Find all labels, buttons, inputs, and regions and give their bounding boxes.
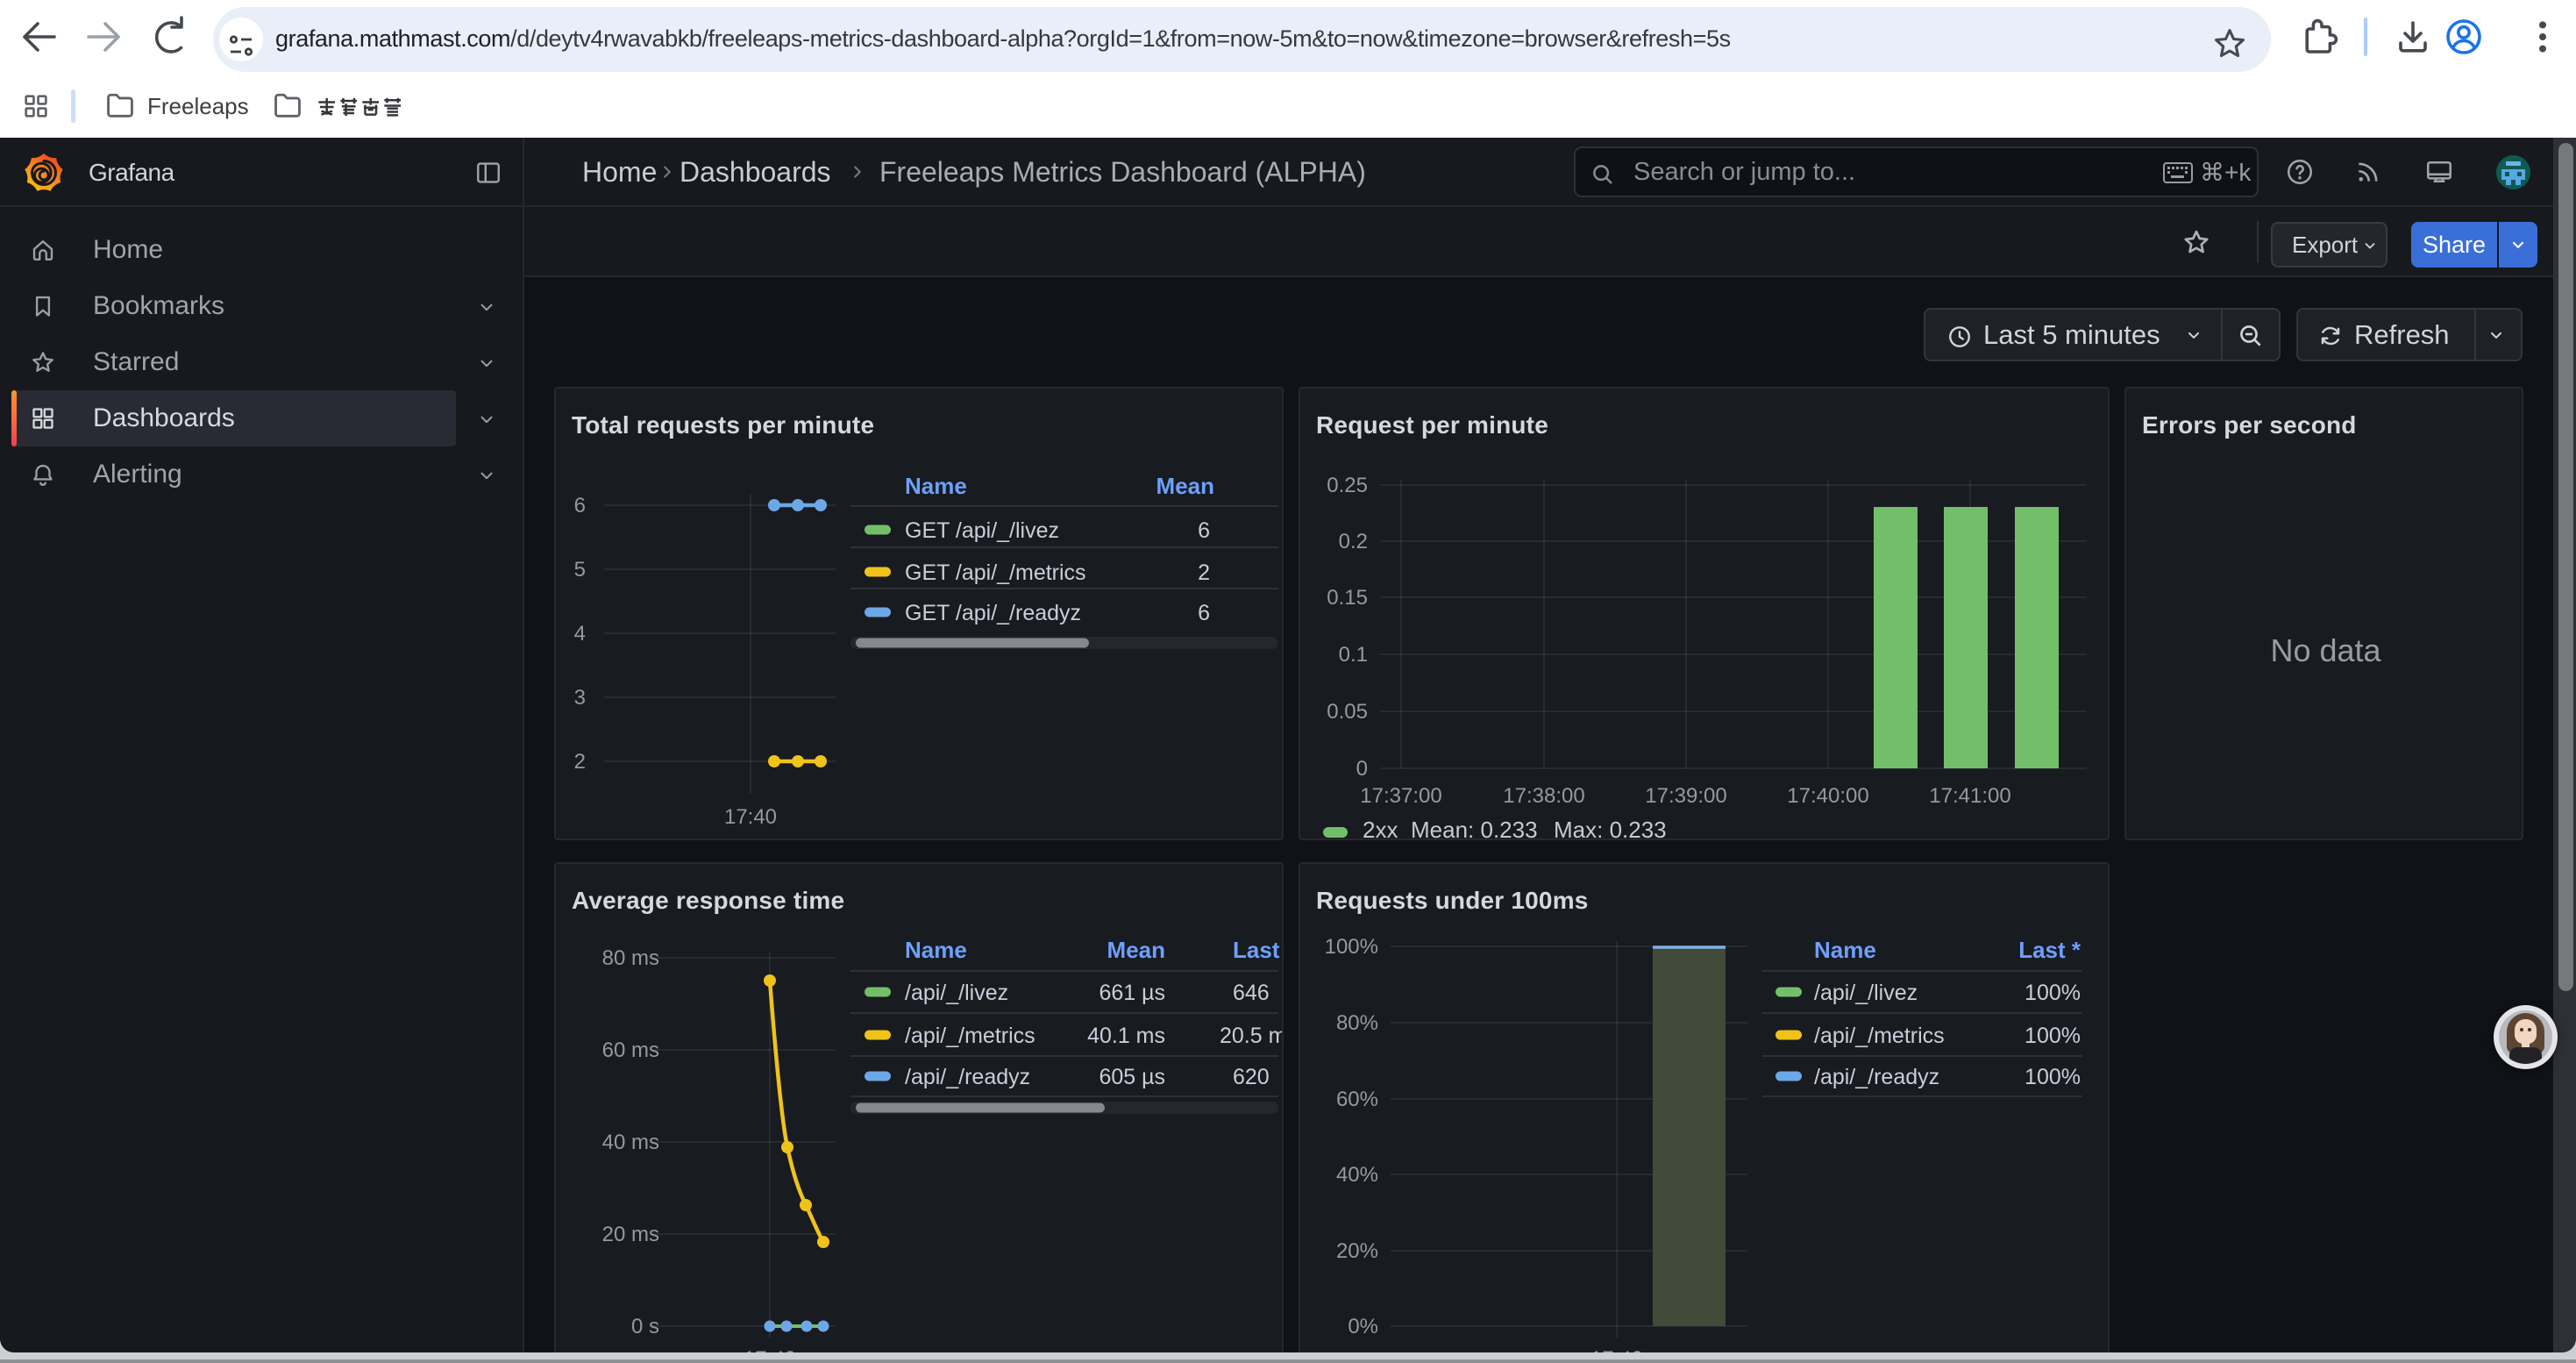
svg-text:17:41:00: 17:41:00 (1929, 784, 2010, 808)
svg-text:0%: 0% (1348, 1315, 1378, 1338)
svg-text:Last *: Last * (2018, 937, 2081, 963)
svg-text:40%: 40% (1336, 1163, 1378, 1187)
svg-text:17:38:00: 17:38:00 (1503, 784, 1584, 808)
svg-text:0.2: 0.2 (1339, 530, 1368, 553)
svg-text:17:39:00: 17:39:00 (1645, 784, 1726, 808)
svg-text:Name: Name (905, 937, 967, 963)
svg-text:2: 2 (574, 750, 586, 774)
svg-text:0.15: 0.15 (1327, 586, 1368, 610)
svg-text:/api/_/readyz: /api/_/readyz (1814, 1065, 1939, 1089)
svg-text:60%: 60% (1336, 1088, 1378, 1111)
svg-text:20 ms: 20 ms (602, 1223, 659, 1246)
svg-text:0.05: 0.05 (1327, 700, 1368, 724)
svg-text:17:40: 17:40 (744, 1347, 796, 1352)
svg-text:5: 5 (574, 558, 586, 582)
svg-text:4: 4 (574, 622, 586, 646)
svg-text:GET /api/_/metrics: GET /api/_/metrics (905, 560, 1086, 585)
svg-text:/api/_/metrics: /api/_/metrics (905, 1024, 1035, 1048)
svg-text:Last: Last (1233, 937, 1280, 963)
svg-text:/api/_/metrics: /api/_/metrics (1814, 1024, 1945, 1048)
svg-text:100%: 100% (2025, 981, 2081, 1005)
svg-text:17:40: 17:40 (724, 805, 777, 829)
svg-text:6: 6 (1198, 518, 1210, 543)
svg-text:100%: 100% (2025, 1024, 2081, 1048)
svg-text:17:40:00: 17:40:00 (1787, 784, 1868, 808)
svg-text:6: 6 (574, 494, 586, 517)
svg-text:GET /api/_/livez: GET /api/_/livez (905, 518, 1059, 543)
svg-text:/api/_/readyz: /api/_/readyz (905, 1065, 1030, 1089)
svg-text:100%: 100% (1325, 935, 1378, 959)
svg-text:Name: Name (1814, 937, 1876, 963)
svg-text:605 µs: 605 µs (1099, 1065, 1165, 1089)
svg-text:0.25: 0.25 (1327, 474, 1368, 497)
svg-text:Name: Name (905, 473, 967, 499)
svg-text:17:37:00: 17:37:00 (1360, 784, 1441, 808)
svg-text:3: 3 (574, 686, 586, 710)
svg-text:100%: 100% (2025, 1065, 2081, 1089)
svg-text:620: 620 (1233, 1065, 1270, 1089)
svg-text:GET /api/_/readyz: GET /api/_/readyz (905, 601, 1081, 625)
svg-text:/api/_/livez: /api/_/livez (905, 981, 1008, 1005)
svg-text:661 µs: 661 µs (1099, 981, 1165, 1005)
svg-text:0 s: 0 s (631, 1315, 659, 1338)
svg-text:80 ms: 80 ms (602, 946, 659, 970)
svg-text:Mean: 0.233: Mean: 0.233 (1411, 817, 1538, 838)
svg-text:17:40: 17:40 (1590, 1347, 1643, 1352)
svg-text:20.5 m: 20.5 m (1220, 1024, 1282, 1048)
svg-text:20%: 20% (1336, 1239, 1378, 1263)
svg-text:0: 0 (1356, 757, 1368, 781)
svg-text:40.1 ms: 40.1 ms (1087, 1024, 1165, 1048)
svg-text:0.1: 0.1 (1339, 643, 1368, 667)
svg-text:Max: 0.233: Max: 0.233 (1554, 817, 1667, 838)
svg-text:2xx: 2xx (1363, 817, 1398, 838)
svg-text:Mean: Mean (1107, 937, 1165, 963)
svg-text:2: 2 (1198, 560, 1210, 585)
svg-text:40 ms: 40 ms (602, 1131, 659, 1154)
svg-text:80%: 80% (1336, 1011, 1378, 1035)
svg-text:Mean: Mean (1156, 473, 1214, 499)
svg-text:/api/_/livez: /api/_/livez (1814, 981, 1918, 1005)
svg-text:6: 6 (1198, 601, 1210, 625)
svg-text:646: 646 (1233, 981, 1270, 1005)
svg-text:60 ms: 60 ms (602, 1038, 659, 1062)
